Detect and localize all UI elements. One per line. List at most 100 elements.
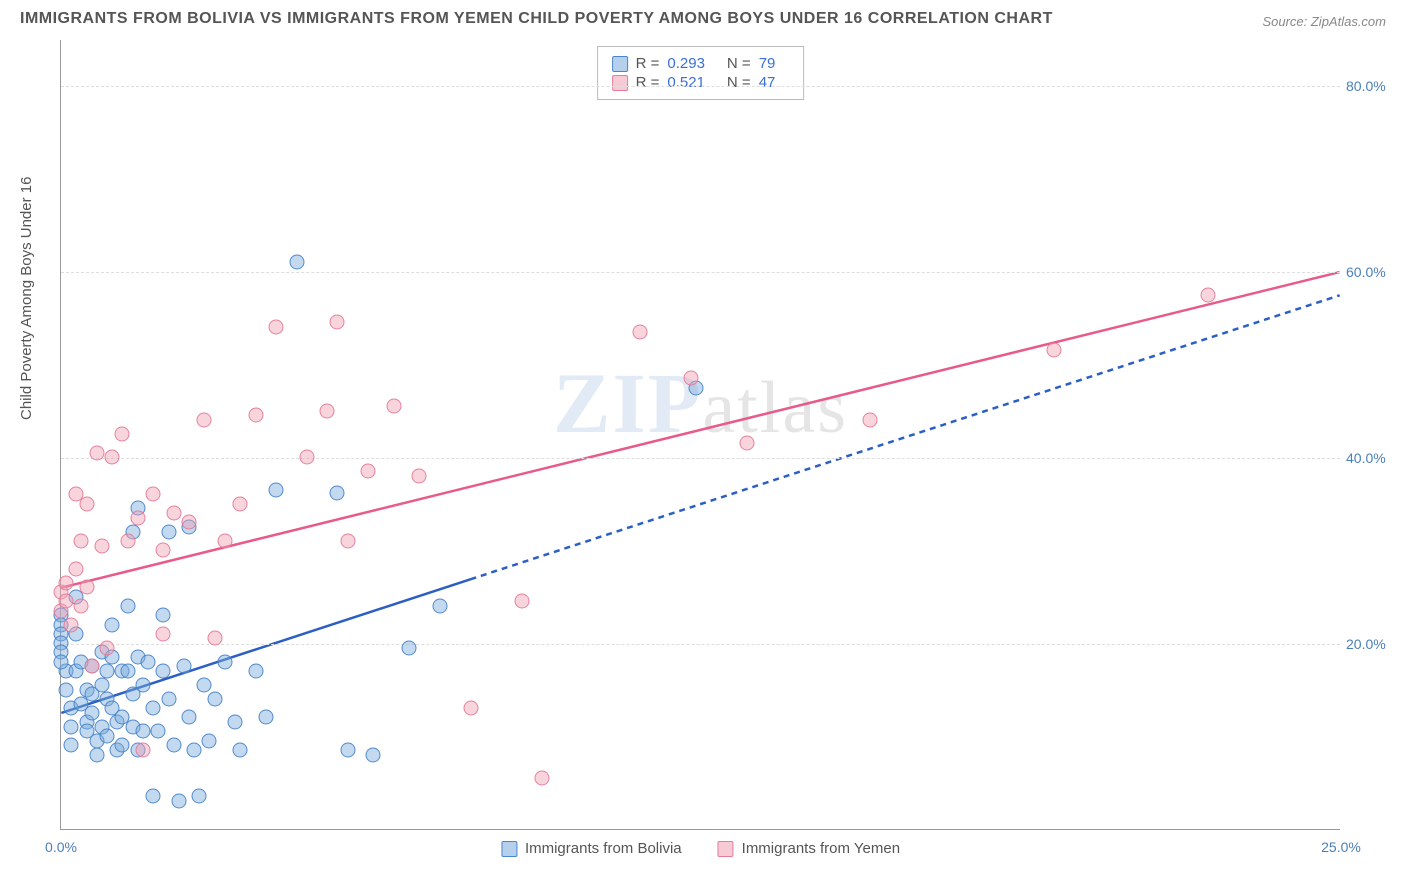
scatter-point-yemen <box>740 436 755 451</box>
gridline-h <box>61 86 1340 87</box>
scatter-point-yemen <box>59 575 74 590</box>
n-value-bolivia: 79 <box>759 55 776 72</box>
correlation-legend: R = 0.293 N = 79 R = 0.521 N = 47 <box>597 46 805 100</box>
scatter-point-yemen <box>156 626 171 641</box>
scatter-point-bolivia <box>258 710 273 725</box>
scatter-point-yemen <box>1200 287 1215 302</box>
scatter-point-bolivia <box>64 719 79 734</box>
r-value-bolivia: 0.293 <box>667 55 705 72</box>
scatter-point-yemen <box>1047 343 1062 358</box>
scatter-point-bolivia <box>135 677 150 692</box>
scatter-point-yemen <box>146 487 161 502</box>
scatter-point-bolivia <box>156 664 171 679</box>
scatter-point-yemen <box>386 399 401 414</box>
scatter-point-bolivia <box>151 724 166 739</box>
watermark: ZIPatlas <box>553 353 848 453</box>
scatter-point-bolivia <box>156 608 171 623</box>
scatter-point-bolivia <box>248 664 263 679</box>
scatter-point-bolivia <box>64 738 79 753</box>
watermark-bold: ZIP <box>553 355 702 451</box>
scatter-point-bolivia <box>217 654 232 669</box>
scatter-point-yemen <box>166 506 181 521</box>
scatter-point-bolivia <box>120 598 135 613</box>
scatter-point-yemen <box>299 450 314 465</box>
scatter-point-yemen <box>94 538 109 553</box>
swatch-bolivia <box>612 56 628 72</box>
y-tick-label: 80.0% <box>1346 78 1402 94</box>
scatter-point-yemen <box>361 464 376 479</box>
chart-title: IMMIGRANTS FROM BOLIVIA VS IMMIGRANTS FR… <box>20 10 1053 28</box>
legend-item-bolivia: Immigrants from Bolivia <box>501 840 682 857</box>
source-prefix: Source: <box>1262 14 1310 29</box>
scatter-point-yemen <box>120 533 135 548</box>
scatter-point-yemen <box>79 496 94 511</box>
r-value-yemen: 0.521 <box>667 74 705 91</box>
scatter-point-bolivia <box>59 682 74 697</box>
scatter-point-bolivia <box>54 654 69 669</box>
source-name: ZipAtlas.com <box>1311 14 1386 29</box>
scatter-point-yemen <box>59 594 74 609</box>
series-legend: Immigrants from Bolivia Immigrants from … <box>501 840 900 857</box>
swatch-yemen <box>612 75 628 91</box>
swatch-yemen <box>718 841 734 857</box>
scatter-point-bolivia <box>182 710 197 725</box>
scatter-point-bolivia <box>289 255 304 270</box>
scatter-point-yemen <box>74 533 89 548</box>
scatter-point-yemen <box>217 533 232 548</box>
scatter-point-yemen <box>862 413 877 428</box>
gridline-h <box>61 644 1340 645</box>
scatter-point-yemen <box>197 413 212 428</box>
scatter-point-bolivia <box>366 747 381 762</box>
scatter-point-yemen <box>683 371 698 386</box>
scatter-point-bolivia <box>197 677 212 692</box>
gridline-h <box>61 458 1340 459</box>
scatter-point-yemen <box>269 320 284 335</box>
scatter-point-bolivia <box>120 664 135 679</box>
scatter-point-yemen <box>330 315 345 330</box>
scatter-point-bolivia <box>115 738 130 753</box>
scatter-point-bolivia <box>207 691 222 706</box>
trendline-bolivia-extrapolated <box>470 295 1339 579</box>
scatter-plot-area: ZIPatlas R = 0.293 N = 79 R = 0.521 N = … <box>60 40 1340 830</box>
scatter-point-bolivia <box>171 794 186 809</box>
scatter-point-bolivia <box>100 729 115 744</box>
scatter-point-bolivia <box>105 617 120 632</box>
legend-label-bolivia: Immigrants from Bolivia <box>525 840 682 857</box>
y-tick-label: 20.0% <box>1346 636 1402 652</box>
r-label: R = <box>636 74 660 91</box>
scatter-point-yemen <box>340 533 355 548</box>
legend-item-yemen: Immigrants from Yemen <box>718 840 900 857</box>
scatter-point-bolivia <box>176 659 191 674</box>
scatter-point-yemen <box>74 598 89 613</box>
scatter-point-yemen <box>115 427 130 442</box>
scatter-point-bolivia <box>269 482 284 497</box>
legend-label-yemen: Immigrants from Yemen <box>742 840 900 857</box>
scatter-point-bolivia <box>94 677 109 692</box>
n-value-yemen: 47 <box>759 74 776 91</box>
x-tick-label: 0.0% <box>45 839 77 855</box>
scatter-point-yemen <box>156 543 171 558</box>
scatter-point-yemen <box>105 450 120 465</box>
scatter-point-yemen <box>248 408 263 423</box>
scatter-point-yemen <box>84 659 99 674</box>
scatter-point-yemen <box>100 640 115 655</box>
scatter-point-bolivia <box>161 524 176 539</box>
scatter-point-yemen <box>412 468 427 483</box>
scatter-point-bolivia <box>340 743 355 758</box>
scatter-point-yemen <box>632 324 647 339</box>
scatter-point-bolivia <box>146 789 161 804</box>
scatter-point-bolivia <box>161 691 176 706</box>
n-label: N = <box>727 55 751 72</box>
scatter-point-bolivia <box>402 640 417 655</box>
x-tick-label: 25.0% <box>1321 839 1361 855</box>
y-axis-label: Child Poverty Among Boys Under 16 <box>18 177 35 420</box>
scatter-point-yemen <box>69 561 84 576</box>
r-label: R = <box>636 55 660 72</box>
scatter-point-bolivia <box>146 701 161 716</box>
scatter-point-yemen <box>182 515 197 530</box>
scatter-point-bolivia <box>233 743 248 758</box>
scatter-point-bolivia <box>192 789 207 804</box>
scatter-point-yemen <box>233 496 248 511</box>
scatter-point-yemen <box>207 631 222 646</box>
y-tick-label: 40.0% <box>1346 450 1402 466</box>
